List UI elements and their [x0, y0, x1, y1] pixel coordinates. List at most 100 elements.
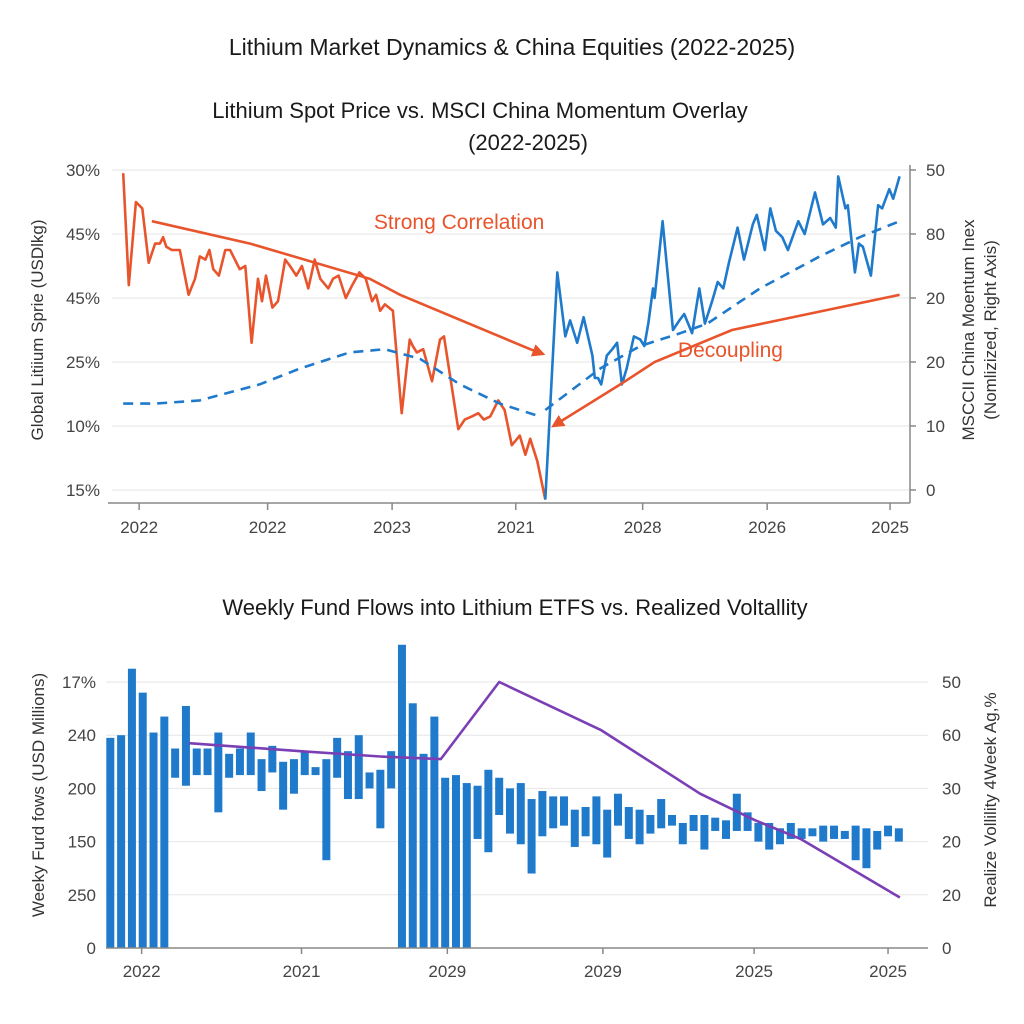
left-tick-label: 200 — [68, 779, 96, 798]
fund-flow-bar — [235, 748, 244, 776]
x-tick-label: 2029 — [428, 962, 466, 981]
lithium-price-line — [121, 173, 547, 500]
fund-flow-bar — [322, 759, 331, 861]
fund-flow-bar — [181, 705, 190, 786]
left-tick-label: 10% — [66, 417, 100, 436]
fund-flow-bar — [138, 692, 147, 948]
fund-flow-bar — [484, 769, 493, 853]
fund-flow-bar — [495, 777, 504, 815]
momentum-trend-2-line — [544, 219, 901, 412]
fund-flow-bar — [311, 767, 320, 776]
chart-title: Weekly Fund Flows into Lithium ETFS vs. … — [222, 595, 807, 620]
fund-flow-bar — [354, 735, 363, 800]
x-tick-label: 2025 — [735, 962, 773, 981]
fund-flow-bar — [430, 716, 439, 948]
right-tick-label: 80 — [926, 225, 945, 244]
left-tick-label: 25% — [66, 353, 100, 372]
fund-flow-bar — [581, 807, 590, 837]
chart-title-line-1: Lithium Spot Price vs. MSCI China Moment… — [212, 98, 748, 123]
x-tick-label: 2022 — [120, 518, 158, 537]
right-tick-label: 20 — [942, 833, 961, 852]
realized-volatility-line — [189, 680, 901, 899]
fund-flow-bar — [635, 809, 644, 845]
fund-flow-bar — [819, 825, 828, 842]
right-tick-label: 50 — [926, 161, 945, 180]
fund-flow-bar — [559, 796, 568, 826]
fund-flow-bar — [786, 822, 795, 839]
fund-flow-bar — [127, 668, 136, 948]
fund-flow-bar — [538, 791, 547, 837]
left-tick-label: 240 — [68, 726, 96, 745]
fund-flow-bar — [668, 815, 677, 826]
momentum-trend-1-line — [123, 347, 541, 418]
fund-flow-bar — [333, 737, 342, 778]
fund-flow-bar — [603, 809, 612, 858]
fund-flow-bar — [160, 716, 169, 948]
right-tick-label: 20 — [942, 886, 961, 905]
fund-flow-bar — [797, 828, 806, 839]
fund-flow-bar — [268, 745, 277, 773]
left-axis-label: Weeky Furd fows (USD Millions) — [29, 673, 48, 917]
fund-flow-bar — [225, 753, 234, 778]
right-tick-label: 0 — [942, 939, 951, 958]
right-tick-label: 20 — [926, 353, 945, 372]
right-tick-label: 0 — [926, 481, 935, 500]
fund-flow-bar — [192, 748, 201, 776]
x-tick-label: 2025 — [869, 962, 907, 981]
fund-flow-bar — [549, 796, 558, 829]
fund-flow-bar — [516, 783, 525, 845]
fund-flow-bar — [830, 825, 839, 839]
x-tick-label: 2022 — [123, 962, 161, 981]
fund-flow-bar — [279, 761, 288, 810]
right-tick-label: 60 — [942, 726, 961, 745]
right-axis-label: Realize Vollility 4Week Ag,% — [981, 692, 1000, 907]
x-tick-label: 2023 — [373, 518, 411, 537]
fund-flow-bar — [408, 703, 417, 948]
fund-flow-bar — [743, 812, 752, 831]
fund-flow-bar — [678, 822, 687, 845]
fund-flow-bar — [646, 815, 655, 834]
left-tick-label: 45% — [66, 289, 100, 308]
fund-flow-bar — [117, 735, 126, 948]
annotation-arrow — [151, 219, 546, 357]
fund-flow-bar — [106, 737, 115, 948]
right-tick-label: 10 — [926, 417, 945, 436]
fund-flow-bar — [754, 822, 763, 842]
x-tick-label: 2022 — [249, 518, 287, 537]
fund-flow-bar — [214, 732, 223, 813]
fund-flow-bar — [257, 759, 266, 792]
left-tick-label: 15% — [66, 481, 100, 500]
fund-flow-bar — [419, 753, 428, 948]
annotation-label: Strong Correlation — [374, 211, 544, 234]
fund-flow-bar — [840, 830, 849, 839]
fund-flow-bar — [343, 751, 352, 800]
x-tick-label: 2028 — [624, 518, 662, 537]
x-tick-label: 2021 — [497, 518, 535, 537]
left-tick-label: 30% — [66, 161, 100, 180]
fund-flow-bar — [873, 830, 882, 850]
x-tick-label: 2021 — [283, 962, 321, 981]
fund-flow-bar — [473, 785, 482, 839]
left-tick-label: 17% — [62, 673, 96, 692]
fund-flow-bar — [300, 751, 309, 776]
fund-flow-bar — [171, 748, 180, 778]
fund-flow-bar — [711, 817, 720, 831]
right-tick-label: 20 — [926, 289, 945, 308]
fund-flow-bar — [884, 825, 893, 837]
right-tick-label: 50 — [942, 673, 961, 692]
annotation-arrow — [551, 293, 900, 428]
chart-title-line-2: (2022-2025) — [468, 130, 588, 155]
fund-flow-bar — [657, 799, 666, 829]
figure-title: Lithium Market Dynamics & China Equities… — [229, 34, 795, 60]
fund-flow-bar — [700, 815, 709, 850]
fund-flow-bar — [451, 775, 460, 948]
fund-flow-bar — [592, 796, 601, 845]
fund-flow-bar — [722, 820, 731, 839]
fund-flow-bar — [246, 732, 255, 776]
x-tick-label: 2026 — [748, 518, 786, 537]
fund-flow-bar — [765, 822, 774, 850]
flows-volatility-chart: Weekly Fund Flows into Lithium ETFS vs. … — [29, 595, 1000, 981]
left-tick-label: 0 — [87, 939, 96, 958]
left-tick-label: 45% — [66, 225, 100, 244]
